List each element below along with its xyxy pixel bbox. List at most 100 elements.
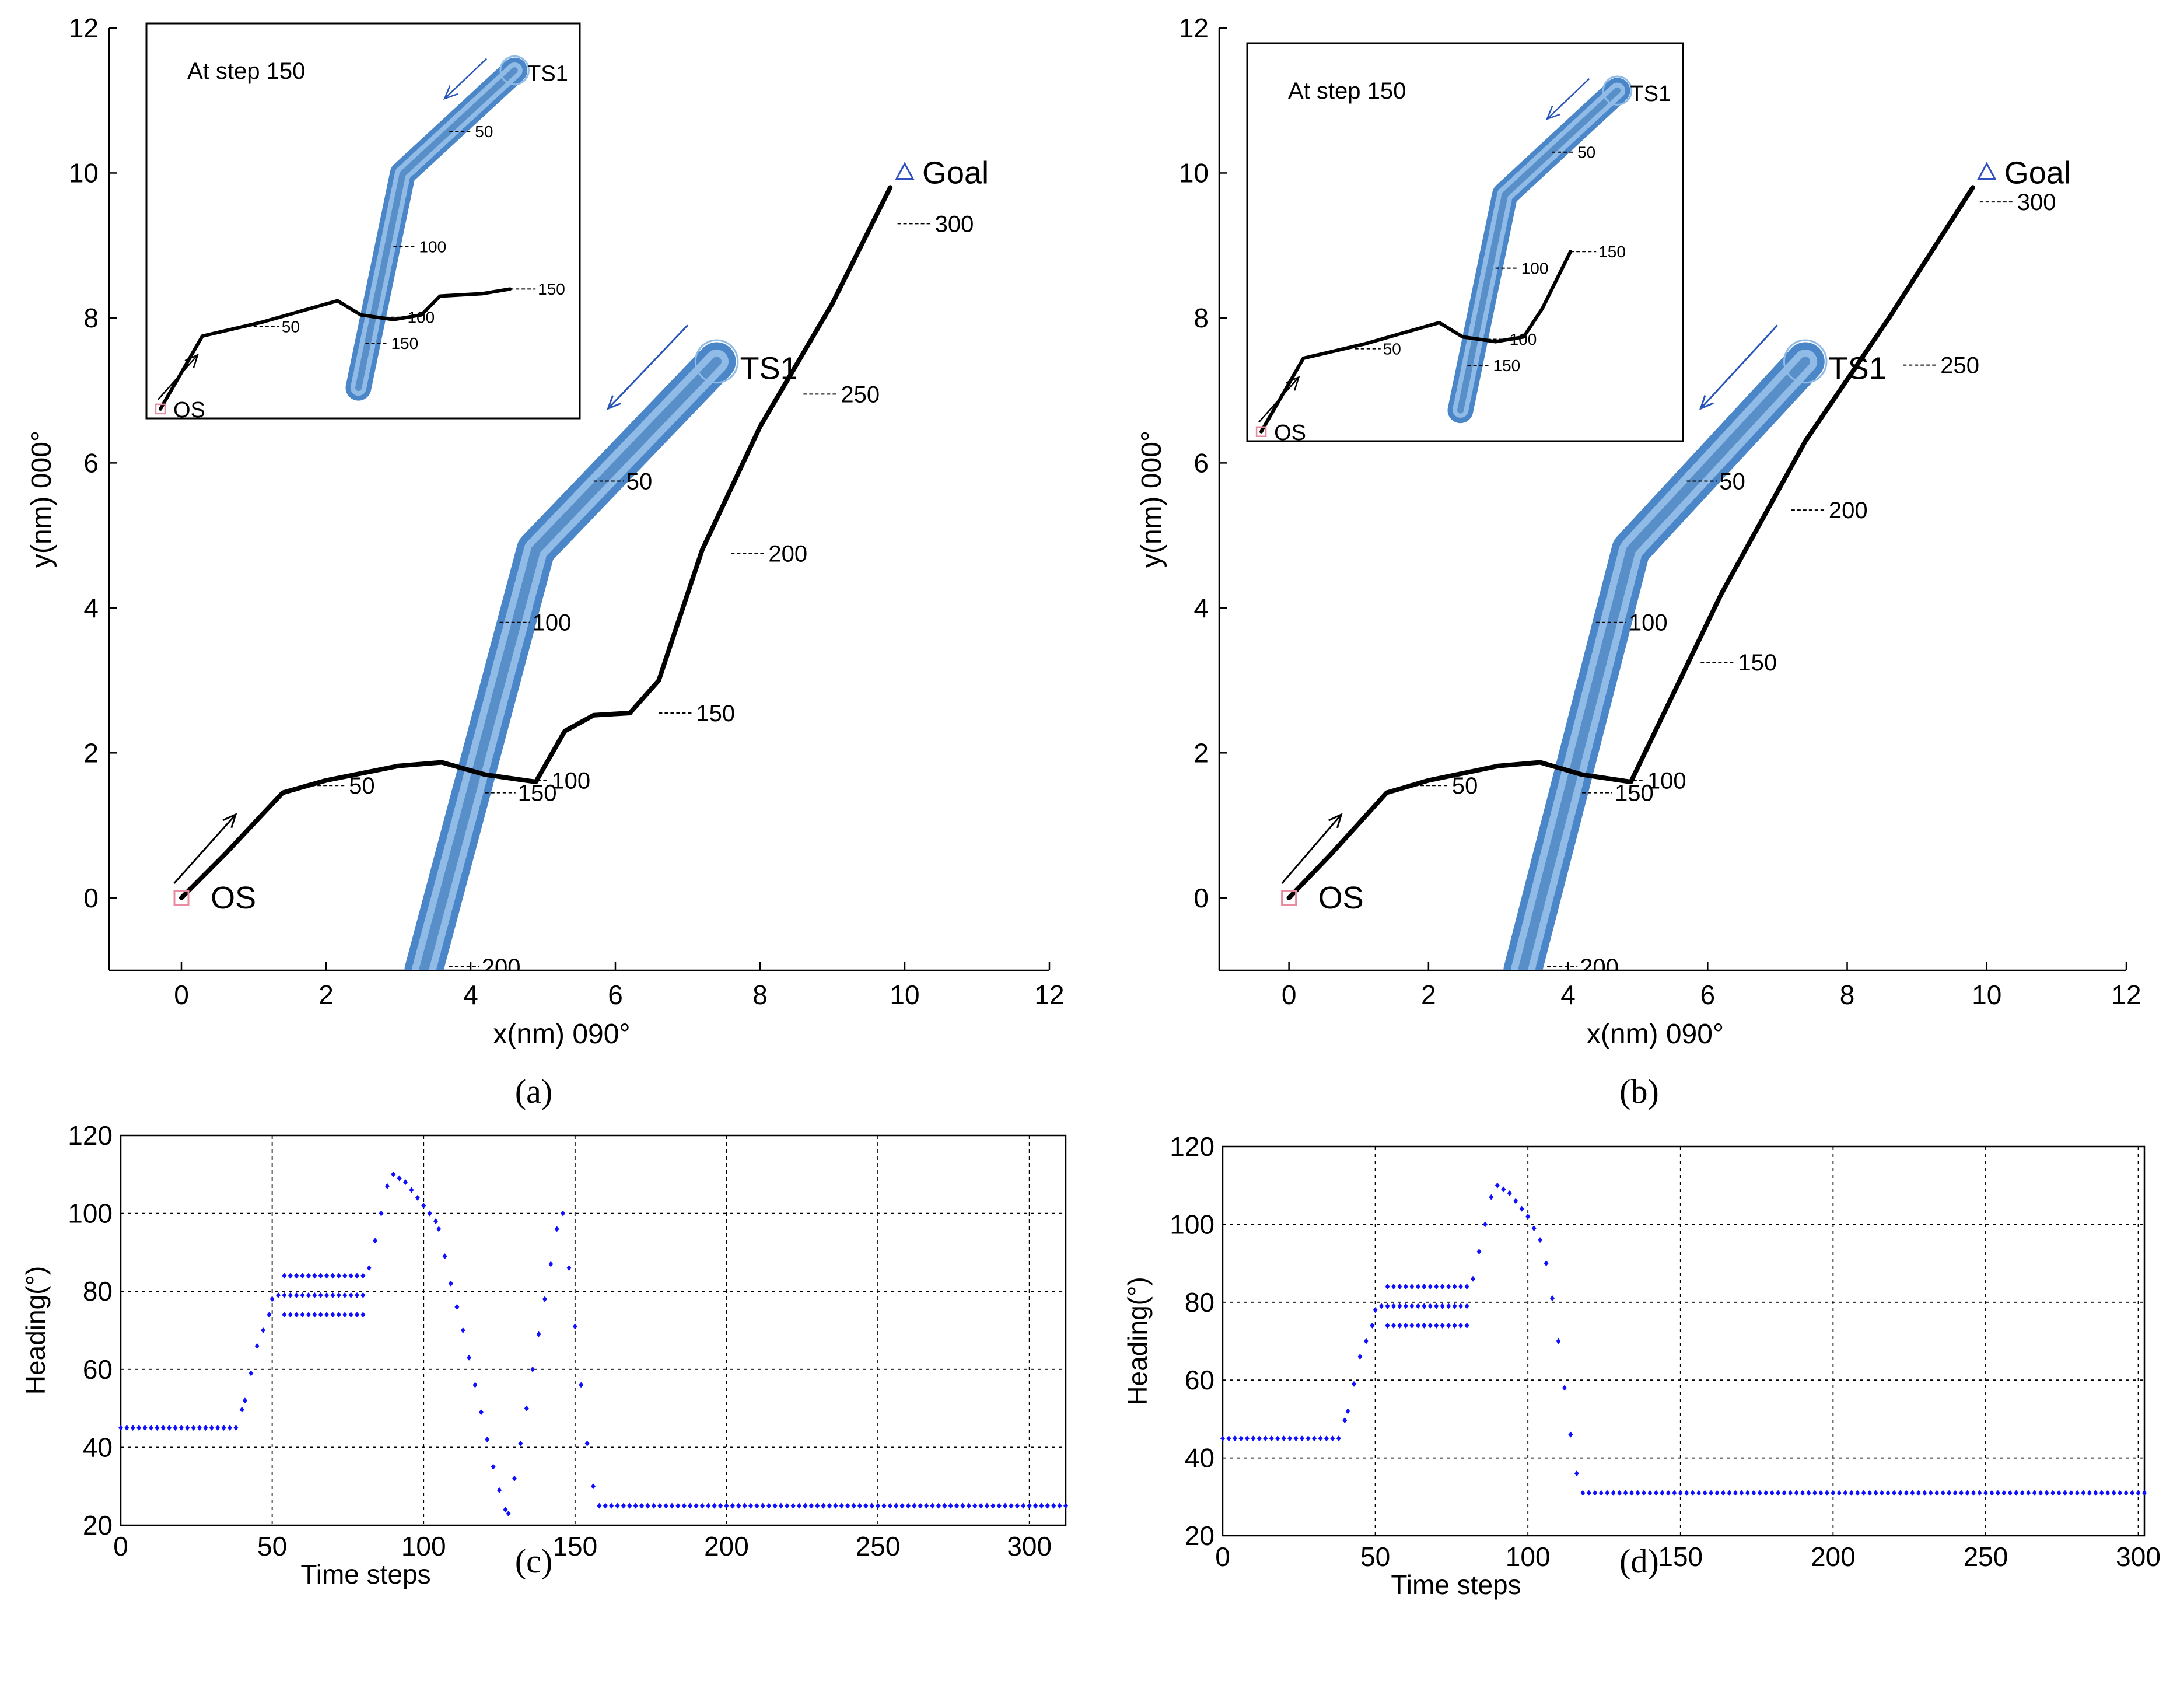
- heading-point: [360, 1292, 366, 1298]
- heading-point: [1898, 1490, 1903, 1496]
- ts-step-label: 100: [1629, 610, 1668, 636]
- heading-point: [566, 1265, 572, 1271]
- heading-point: [1494, 1182, 1500, 1189]
- heading-point: [2001, 1490, 2007, 1496]
- heading-point: [1471, 1275, 1476, 1282]
- heading-point: [2056, 1490, 2062, 1496]
- own-direction-arrow-head: [222, 813, 237, 829]
- heading-point: [2044, 1490, 2049, 1496]
- heading-point: [1727, 1490, 1732, 1496]
- heading-point: [609, 1502, 614, 1509]
- heading-point: [348, 1312, 354, 1318]
- heading-point: [530, 1366, 536, 1372]
- heading-point: [467, 1354, 472, 1361]
- inset-ts-step-label: 100: [419, 238, 446, 256]
- heading-point: [1446, 1322, 1451, 1329]
- heading-point: [1800, 1490, 1805, 1496]
- heading-point: [254, 1343, 260, 1349]
- y-axis-label: y(nm) 000°: [1136, 431, 1167, 568]
- heading-point: [772, 1502, 778, 1509]
- heading-point: [579, 1382, 584, 1388]
- x-tick-label: 0: [174, 980, 189, 1010]
- heading-point: [1403, 1284, 1408, 1290]
- inset-ts-arrow-shaft: [1546, 78, 1590, 120]
- inset-own-step-label: 50: [282, 318, 300, 336]
- heading-point: [712, 1502, 717, 1509]
- ts-label: TS1: [740, 351, 798, 386]
- heading-point: [906, 1502, 911, 1509]
- heading-point: [1880, 1490, 1885, 1496]
- heading-point: [1806, 1490, 1811, 1496]
- heading-point: [1721, 1490, 1726, 1496]
- heading-point: [954, 1502, 960, 1509]
- y-tick-label: 12: [69, 13, 99, 43]
- heading-point: [1592, 1490, 1598, 1496]
- heading-point: [506, 1510, 511, 1516]
- inset-title: At step 150: [1288, 78, 1406, 104]
- heading-point: [1916, 1490, 1921, 1496]
- x-tick-label: 12: [2111, 980, 2141, 1010]
- heading-point: [1345, 1408, 1350, 1414]
- heading-point: [478, 1409, 484, 1416]
- x-tick-label: 250: [1964, 1542, 2008, 1572]
- heading-point: [191, 1425, 196, 1431]
- heading-point: [591, 1483, 596, 1490]
- heading-point: [1330, 1435, 1335, 1442]
- heading-point: [2007, 1490, 2013, 1496]
- heading-point: [1033, 1502, 1038, 1509]
- heading-point: [1415, 1322, 1420, 1329]
- main-ts-band-core: [419, 357, 722, 970]
- heading-point: [2038, 1490, 2043, 1496]
- heading-point: [554, 1226, 559, 1232]
- heading-point: [1434, 1303, 1439, 1309]
- heading-point: [803, 1502, 808, 1509]
- heading-point: [1568, 1431, 1573, 1438]
- panel-label-d: (d): [1619, 1542, 1659, 1580]
- x-tick-label: 0: [1215, 1542, 1230, 1572]
- y-axis-label: Heading(°): [1122, 1277, 1153, 1405]
- heading-point: [1525, 1214, 1531, 1220]
- heading-point: [1989, 1490, 1994, 1496]
- x-tick-label: 300: [1007, 1531, 1052, 1561]
- heading-point: [1934, 1490, 1940, 1496]
- heading-point: [312, 1312, 317, 1318]
- heading-point: [1672, 1490, 1677, 1496]
- inset-os-label: OS: [1274, 421, 1306, 445]
- y-tick-label: 2: [1194, 738, 1209, 768]
- heading-point: [1464, 1284, 1469, 1290]
- heading-point: [485, 1437, 490, 1443]
- heading-point: [1385, 1322, 1390, 1329]
- heading-point: [1489, 1194, 1494, 1200]
- heading-point: [1293, 1435, 1298, 1442]
- heading-point: [288, 1273, 293, 1279]
- heading-point: [1351, 1381, 1356, 1387]
- heading-point: [124, 1425, 130, 1431]
- heading-point: [1409, 1303, 1415, 1309]
- heading-point: [1709, 1490, 1714, 1496]
- heading-point: [1373, 1307, 1378, 1313]
- heading-point: [1409, 1322, 1415, 1329]
- heading-point: [1586, 1490, 1591, 1496]
- heading-point: [242, 1397, 247, 1404]
- y-tick-label: 20: [1185, 1521, 1214, 1551]
- heading-point: [1611, 1490, 1616, 1496]
- heading-point: [1057, 1502, 1062, 1509]
- y-tick-label: 2: [83, 738, 99, 768]
- heading-point: [639, 1502, 645, 1509]
- heading-point: [2014, 1490, 2019, 1496]
- own-step-label: 50: [1452, 773, 1478, 799]
- trajectory-plot-b: 0 2 4 6 8 10 12 0 2 4 6 8 10 12 x(nm) 090° y(nm) 000° 50…: [1136, 13, 2141, 1050]
- ts-step-label: 100: [533, 610, 572, 636]
- x-tick-label: 4: [463, 980, 478, 1010]
- heading-point: [785, 1502, 790, 1509]
- own-direction-arrow-shaft: [173, 813, 237, 884]
- heading-point: [2136, 1490, 2141, 1496]
- heading-point: [1544, 1260, 1549, 1267]
- heading-point: [1623, 1490, 1628, 1496]
- x-tick-label: 8: [752, 980, 768, 1010]
- heading-point: [1370, 1322, 1375, 1329]
- heading-point: [2130, 1490, 2135, 1496]
- heading-point: [1928, 1490, 1933, 1496]
- inset-ts-start-ring: [499, 55, 530, 86]
